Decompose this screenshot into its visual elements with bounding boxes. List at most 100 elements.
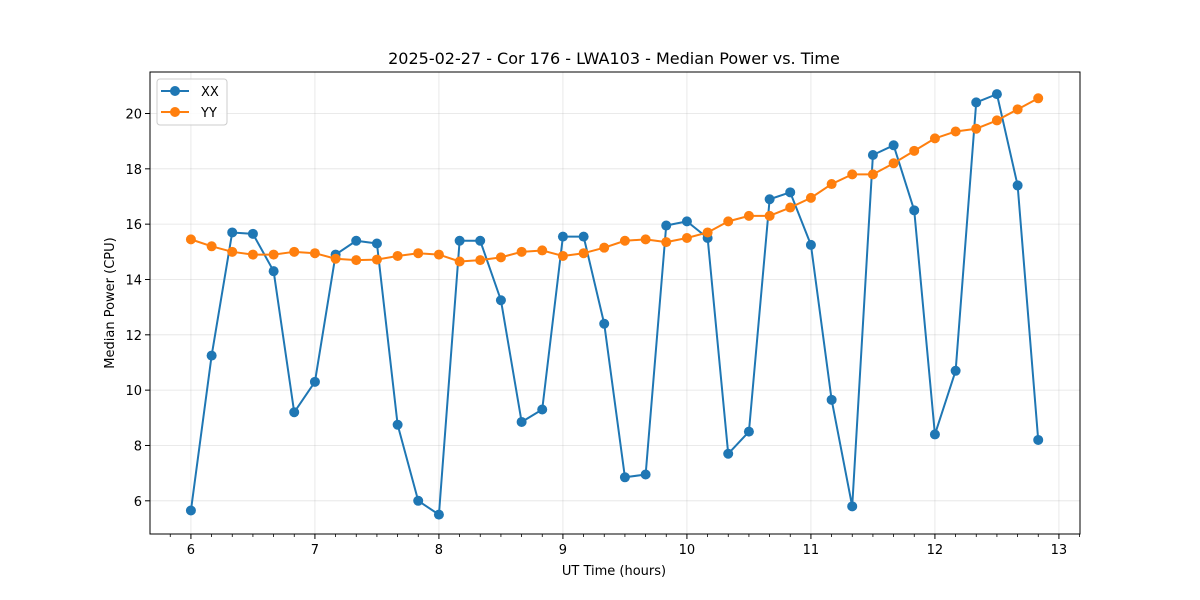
data-point-yy (371, 254, 382, 265)
data-point-yy (309, 248, 320, 259)
data-point-yy (557, 250, 568, 261)
data-point-xx (723, 448, 734, 459)
data-point-xx (785, 187, 796, 198)
plot-series (185, 89, 1044, 520)
data-point-xx (1012, 180, 1023, 191)
y-tick-label: 8 (134, 439, 142, 454)
data-point-yy (413, 248, 424, 259)
data-point-yy (599, 242, 610, 253)
data-point-xx (909, 205, 920, 216)
data-point-xx (557, 231, 568, 242)
data-point-yy (702, 227, 713, 238)
data-point-xx (867, 149, 878, 160)
data-point-yy (640, 234, 651, 245)
y-tick-label: 14 (125, 273, 142, 288)
legend-marker-yy (170, 107, 180, 117)
data-point-xx (743, 426, 754, 437)
data-point-yy (681, 232, 692, 243)
data-point-yy (289, 246, 300, 257)
data-point-yy (909, 145, 920, 156)
legend-marker-xx (170, 86, 180, 96)
x-axis-label: UT Time (hours) (562, 564, 666, 579)
data-point-xx (475, 235, 486, 246)
x-tick-label: 11 (803, 543, 820, 558)
data-point-xx (454, 235, 465, 246)
data-point-yy (268, 249, 279, 260)
data-point-yy (247, 249, 258, 260)
data-point-xx (681, 216, 692, 227)
data-point-yy (764, 210, 775, 221)
data-point-yy (495, 252, 506, 263)
legend-label-xx: XX (201, 85, 219, 100)
data-point-xx (805, 239, 816, 250)
y-tick-label: 10 (125, 384, 142, 399)
series-xx (185, 89, 1044, 520)
data-point-xx (227, 227, 238, 238)
data-point-yy (991, 115, 1002, 126)
data-point-yy (929, 133, 940, 144)
plot-frame (149, 71, 1081, 535)
data-point-yy (950, 126, 961, 137)
data-point-yy (785, 202, 796, 213)
data-point-xx (971, 97, 982, 108)
data-point-xx (764, 194, 775, 205)
data-point-yy (805, 192, 816, 203)
y-tick-label: 12 (125, 329, 142, 344)
x-tick-label: 8 (435, 543, 443, 558)
data-point-yy (1033, 93, 1044, 104)
legend: XX YY (156, 78, 228, 126)
data-point-xx (537, 404, 548, 415)
data-point-yy (971, 123, 982, 134)
y-tick-label: 18 (125, 163, 142, 178)
data-point-xx (640, 469, 651, 480)
x-tick-label: 13 (1051, 543, 1068, 558)
data-point-xx (268, 266, 279, 277)
data-point-xx (309, 376, 320, 387)
data-point-xx (392, 419, 403, 430)
data-point-yy (330, 253, 341, 264)
data-point-yy (351, 255, 362, 266)
legend-label-yy: YY (200, 106, 217, 121)
data-point-yy (206, 241, 217, 252)
y-axis-label: Median Power (CPU) (103, 237, 118, 368)
data-point-yy (723, 216, 734, 227)
data-point-xx (185, 505, 196, 516)
data-point-yy (888, 158, 899, 169)
data-point-xx (599, 318, 610, 329)
data-point-yy (392, 250, 403, 261)
data-point-xx (371, 238, 382, 249)
chart-title: 2025-02-27 - Cor 176 - LWA103 - Median P… (388, 49, 840, 68)
data-point-xx (206, 350, 217, 361)
y-tick-label: 20 (125, 107, 142, 122)
data-point-xx (991, 89, 1002, 100)
x-tick-label: 12 (927, 543, 944, 558)
data-point-yy (516, 246, 527, 257)
axis-ticks: 6 7 8 9 10 11 12 13 6 8 10 12 14 16 18 20 (125, 107, 1080, 558)
data-point-xx (1033, 434, 1044, 445)
data-point-xx (289, 407, 300, 418)
data-point-xx (847, 501, 858, 512)
data-point-xx (888, 140, 899, 151)
data-point-yy (743, 210, 754, 221)
data-point-yy (578, 248, 589, 259)
y-tick-label: 16 (125, 218, 142, 233)
data-point-xx (619, 472, 630, 483)
data-point-xx (578, 231, 589, 242)
data-point-xx (929, 429, 940, 440)
series-line-xx (189, 93, 1040, 516)
grid-lines (150, 72, 1080, 534)
x-tick-label: 6 (187, 543, 195, 558)
x-tick-label: 7 (311, 543, 319, 558)
series-yy (185, 93, 1044, 267)
y-tick-label: 6 (134, 495, 142, 510)
data-point-yy (227, 246, 238, 257)
data-point-xx (826, 394, 837, 405)
data-point-yy (619, 235, 630, 246)
data-point-xx (247, 228, 258, 239)
data-point-yy (454, 256, 465, 267)
data-point-yy (1012, 104, 1023, 115)
data-point-yy (661, 237, 672, 248)
data-point-yy (433, 249, 444, 260)
data-point-yy (537, 245, 548, 256)
